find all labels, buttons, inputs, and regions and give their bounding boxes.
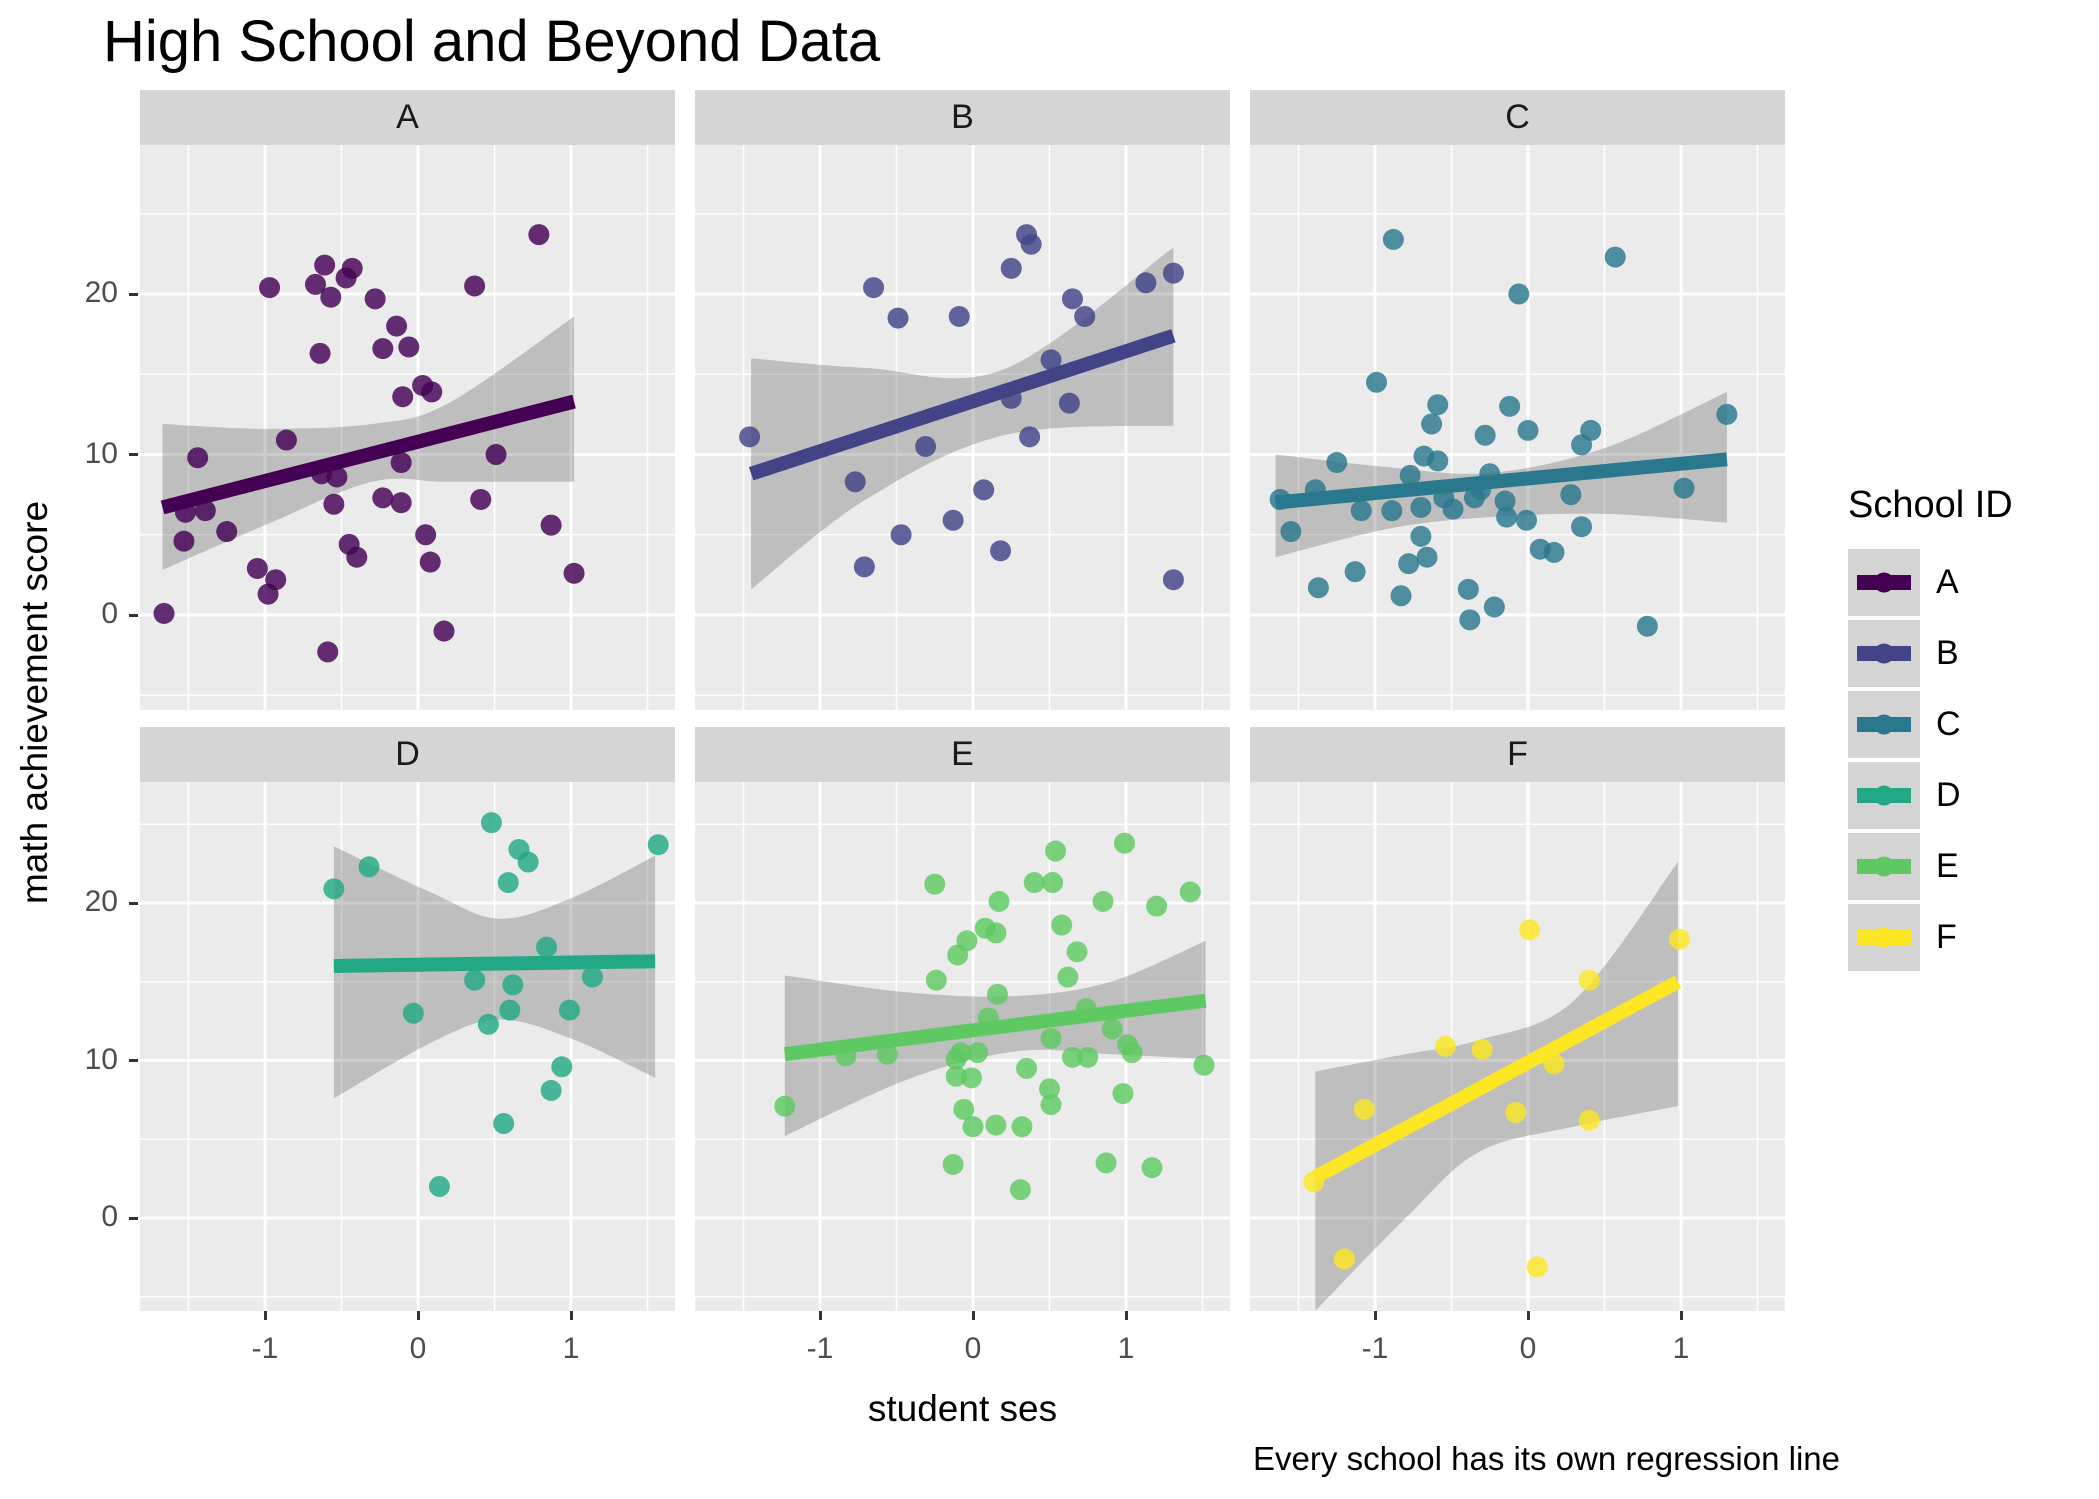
y-tick-label: 0: [101, 1200, 118, 1233]
legend: School ID A B C D E F: [1848, 484, 2013, 975]
x-tick-label: -1: [251, 1332, 279, 1365]
x-tick-mark: [1526, 1311, 1530, 1320]
legend-item-a: A: [1848, 549, 2013, 616]
x-tick-label: 0: [409, 1332, 427, 1365]
legend-item-d: D: [1848, 762, 2013, 829]
x-tick-label: 0: [964, 1332, 982, 1365]
legend-label: C: [1936, 705, 1961, 743]
x-tick-mark: [1679, 1311, 1683, 1320]
x-tick-label: -1: [806, 1332, 834, 1365]
y-tick-label: 10: [84, 1042, 118, 1076]
facet-strip-b: B: [695, 90, 1230, 145]
x-axis-label: student ses: [867, 1388, 1058, 1429]
legend-label: B: [1936, 634, 1959, 672]
facet-strip-a: A: [140, 90, 675, 145]
facet-strip-label: F: [1507, 735, 1528, 773]
legend-label: E: [1936, 847, 1959, 885]
legend-label: A: [1936, 563, 1959, 601]
x-tick-mark: [263, 1311, 267, 1320]
facet-strip-d: D: [140, 727, 675, 782]
x-tick-label: 0: [1519, 1332, 1537, 1365]
y-tick-label: 20: [84, 276, 118, 309]
x-tick-mark: [818, 1311, 822, 1320]
page-title: High School and Beyond Data: [103, 9, 881, 74]
legend-title: School ID: [1848, 484, 2013, 526]
x-tick-label: -1: [1361, 1332, 1389, 1365]
y-tick-mark: [129, 292, 138, 296]
facet-strip-label: C: [1505, 98, 1530, 136]
caption: Every school has its own regression line: [1253, 1440, 1840, 1477]
legend-swatch-icon: [1848, 691, 1920, 758]
facet-panel-a: [140, 145, 675, 710]
x-tick-mark: [1373, 1311, 1377, 1320]
legend-item-c: C: [1848, 691, 2013, 758]
facet-panel-d: [140, 782, 675, 1311]
y-tick-mark: [129, 1059, 138, 1062]
x-tick-mark: [416, 1311, 420, 1320]
legend-label: D: [1936, 776, 1961, 814]
x-tick-label: 1: [1672, 1332, 1690, 1365]
x-tick-mark: [971, 1311, 975, 1320]
facet-strip-c: C: [1250, 90, 1785, 145]
x-tick-label: 1: [562, 1332, 580, 1365]
y-tick-mark: [129, 1216, 138, 1220]
facet-strip-label: B: [951, 98, 974, 136]
facet-strip-label: E: [951, 735, 974, 773]
facet-strip-e: E: [695, 727, 1230, 782]
facet-strip-f: F: [1250, 727, 1785, 782]
y-tick-label: 0: [101, 597, 118, 630]
legend-swatch-icon: [1848, 833, 1920, 900]
facet-panel-f: [1250, 782, 1785, 1311]
legend-item-b: B: [1848, 620, 2013, 687]
y-tick-mark: [129, 901, 138, 905]
legend-item-f: F: [1848, 904, 2013, 971]
legend-swatch-icon: [1848, 549, 1920, 616]
legend-swatch-icon: [1848, 904, 1920, 971]
legend-label: F: [1936, 918, 1957, 956]
legend-swatch-icon: [1848, 762, 1920, 829]
x-tick-label: 1: [1117, 1332, 1135, 1365]
x-tick-mark: [569, 1311, 573, 1320]
legend-item-e: E: [1848, 833, 2013, 900]
y-tick-label: 20: [84, 885, 118, 918]
facet-strip-label: D: [395, 735, 420, 773]
facet-panel-c: [1250, 145, 1785, 710]
facet-panel-e: [695, 782, 1230, 1311]
y-tick-label: 10: [84, 436, 118, 470]
y-tick-mark: [129, 613, 138, 617]
y-tick-mark: [129, 453, 138, 456]
facet-strip-label: A: [396, 98, 419, 136]
facet-panel-b: [695, 145, 1230, 710]
x-tick-mark: [1124, 1311, 1128, 1320]
legend-swatch-icon: [1848, 620, 1920, 687]
